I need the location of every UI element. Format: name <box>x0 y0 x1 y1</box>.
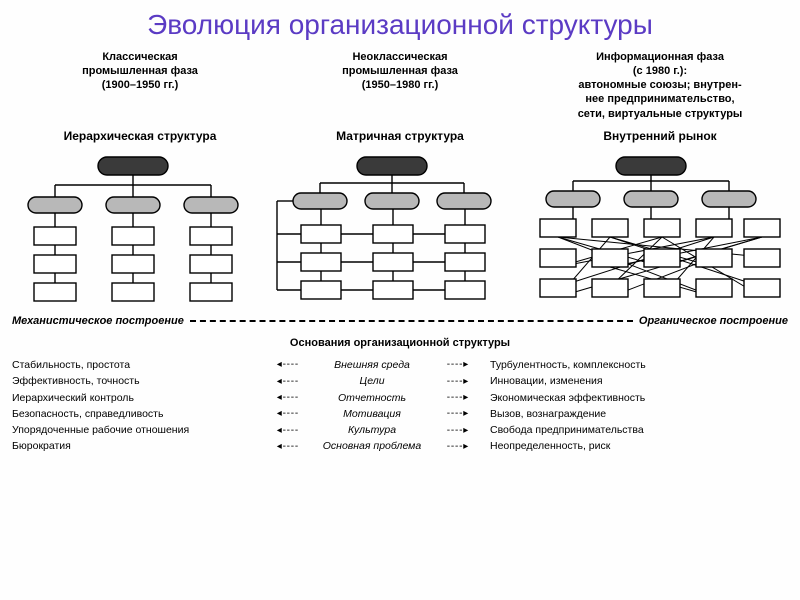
arrow-left-icon: ◂ - - - - <box>262 357 312 373</box>
basis-left: Иерархический контроль <box>12 390 262 406</box>
basis-center: Основная проблема <box>312 438 432 454</box>
phase-2-l3: (1950–1980 гг.) <box>270 78 530 92</box>
structure-labels: Иерархическая структура Матричная структ… <box>0 129 800 143</box>
continuum-dash <box>190 320 633 322</box>
phase-3: Информационная фаза (с 1980 г.): автоном… <box>530 50 790 121</box>
continuum-right: Органическое построение <box>639 315 788 327</box>
basis-left: Стабильность, простота <box>12 357 262 373</box>
basis-right: Инновации, изменения <box>482 373 788 389</box>
diagram-market <box>522 149 792 309</box>
phase-3-l4: нее предпринимательство, <box>530 92 790 106</box>
phase-1-l1: Классическая <box>10 50 270 64</box>
arrow-left-icon: ◂ - - - - <box>262 439 312 455</box>
struct-label-3: Внутренний рынок <box>530 129 790 143</box>
basis-right: Турбулентность, комплексность <box>482 357 788 373</box>
basis-table: Стабильность, простота◂ - - - -Внешняя с… <box>0 357 800 455</box>
basis-row: Эффективность, точность◂ - - - -Цели- - … <box>12 373 788 389</box>
basis-right: Экономическая эффективность <box>482 390 788 406</box>
phase-3-l3: автономные союзы; внутрен- <box>530 78 790 92</box>
basis-right: Вызов, вознаграждение <box>482 406 788 422</box>
basis-center: Отчетность <box>312 390 432 406</box>
phase-headers: Классическая промышленная фаза (1900–195… <box>0 50 800 121</box>
basis-center: Цели <box>312 373 432 389</box>
arrow-right-icon: - - - - ▸ <box>432 390 482 406</box>
diagrams-row <box>0 149 800 309</box>
basis-row: Бюрократия◂ - - - -Основная проблема- - … <box>12 438 788 454</box>
arrow-right-icon: - - - - ▸ <box>432 374 482 390</box>
page-title: Эволюция организационной структуры <box>0 0 800 42</box>
arrow-right-icon: - - - - ▸ <box>432 423 482 439</box>
arrow-left-icon: ◂ - - - - <box>262 374 312 390</box>
struct-label-2: Матричная структура <box>270 129 530 143</box>
arrow-right-icon: - - - - ▸ <box>432 439 482 455</box>
basis-row: Иерархический контроль◂ - - - -Отчетност… <box>12 390 788 406</box>
diagram-hierarchical <box>8 149 265 309</box>
basis-center: Мотивация <box>312 406 432 422</box>
basis-center: Культура <box>312 422 432 438</box>
phase-3-l2: (с 1980 г.): <box>530 64 790 78</box>
continuum-left: Механистическое построение <box>12 315 184 327</box>
phase-3-l1: Информационная фаза <box>530 50 790 64</box>
basis-right: Неопределенность, риск <box>482 438 788 454</box>
arrow-left-icon: ◂ - - - - <box>262 406 312 422</box>
basis-left: Эффективность, точность <box>12 373 262 389</box>
basis-row: Упорядоченные рабочие отношения◂ - - - -… <box>12 422 788 438</box>
basis-left: Упорядоченные рабочие отношения <box>12 422 262 438</box>
continuum-row: Механистическое построение Органическое … <box>0 315 800 327</box>
arrow-left-icon: ◂ - - - - <box>262 390 312 406</box>
basis-left: Безопасность, справедливость <box>12 406 262 422</box>
phase-1: Классическая промышленная фаза (1900–195… <box>10 50 270 121</box>
phase-1-l2: промышленная фаза <box>10 64 270 78</box>
struct-label-1: Иерархическая структура <box>10 129 270 143</box>
phase-1-l3: (1900–1950 гг.) <box>10 78 270 92</box>
phase-3-l5: сети, виртуальные структуры <box>530 107 790 121</box>
arrow-right-icon: - - - - ▸ <box>432 357 482 373</box>
basis-center: Внешняя среда <box>312 357 432 373</box>
arrow-left-icon: ◂ - - - - <box>262 423 312 439</box>
basis-row: Безопасность, справедливость◂ - - - -Мот… <box>12 406 788 422</box>
phase-2-l1: Неоклассическая <box>270 50 530 64</box>
phase-2-l2: промышленная фаза <box>270 64 530 78</box>
phase-2: Неоклассическая промышленная фаза (1950–… <box>270 50 530 121</box>
arrow-right-icon: - - - - ▸ <box>432 406 482 422</box>
basis-row: Стабильность, простота◂ - - - -Внешняя с… <box>12 357 788 373</box>
basis-left: Бюрократия <box>12 438 262 454</box>
diagram-matrix <box>265 149 522 309</box>
basis-right: Свобода предпринимательства <box>482 422 788 438</box>
basis-title: Основания организационной структуры <box>0 337 800 349</box>
